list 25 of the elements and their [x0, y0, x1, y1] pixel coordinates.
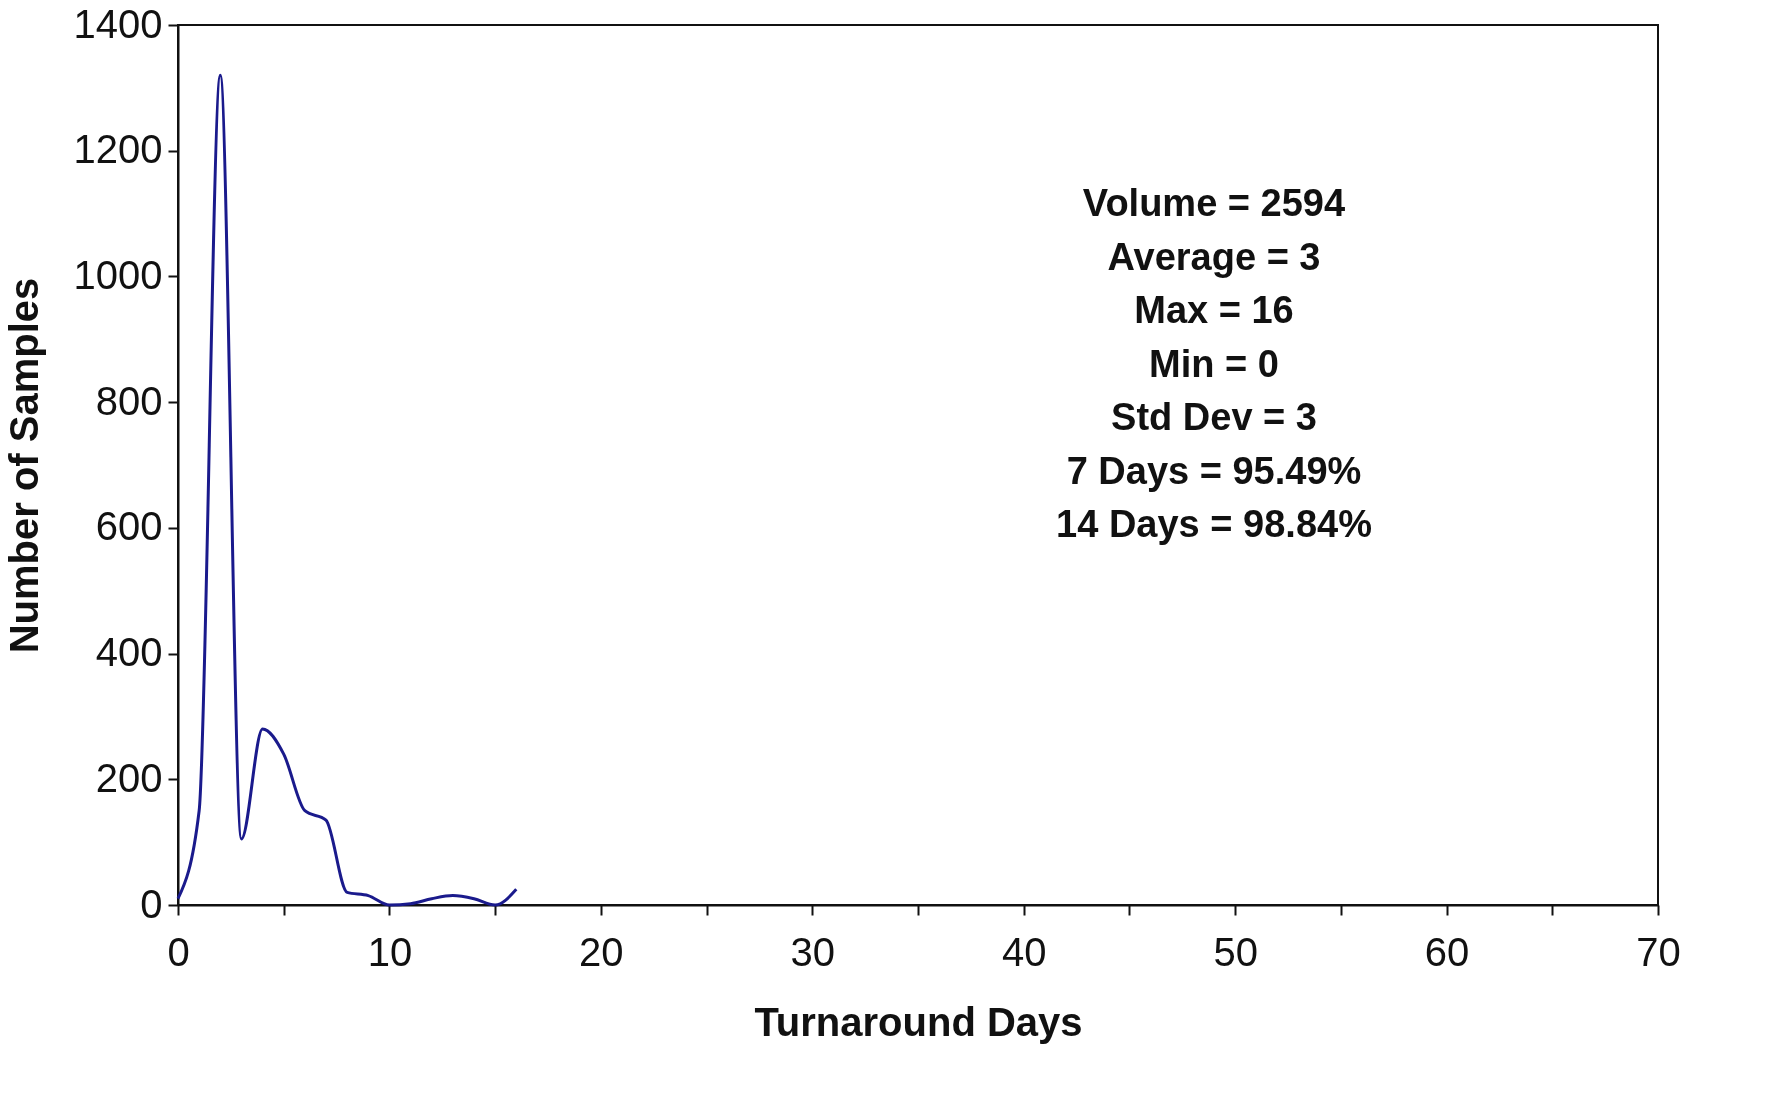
x-tick-label: 70: [1636, 929, 1681, 974]
y-axis-title: Number of Samples: [1, 277, 46, 654]
x-tick-label: 50: [1213, 929, 1258, 974]
annotation: Min = 0: [1149, 342, 1279, 385]
x-tick-label: 10: [367, 929, 413, 974]
y-tick-label: 600: [95, 504, 163, 549]
y-tick-label: 800: [95, 378, 163, 423]
y-tick-label: 1400: [73, 1, 163, 46]
x-tick-label: 40: [1001, 929, 1047, 974]
x-tick-label: 30: [790, 929, 836, 974]
y-tick-label: 200: [95, 755, 163, 800]
annotation: 14 Days = 98.84%: [1056, 503, 1372, 545]
x-tick-label: 60: [1424, 929, 1470, 974]
y-tick-label: 400: [95, 630, 163, 675]
annotation: Max = 16: [1134, 289, 1294, 331]
y-tick-label: 1000: [73, 252, 163, 297]
x-tick-label: 20: [579, 929, 624, 974]
y-tick-label: 0: [140, 881, 163, 926]
annotation: Volume = 2594: [1082, 182, 1346, 224]
annotation: 7 Days = 95.49%: [1066, 449, 1362, 492]
y-tick-label: 1200: [73, 127, 163, 172]
x-axis-title: Turnaround Days: [754, 999, 1083, 1044]
annotation: Std Dev = 3: [1111, 396, 1317, 438]
line-series: [176, 73, 518, 907]
annotation: Average = 3: [1107, 235, 1321, 278]
